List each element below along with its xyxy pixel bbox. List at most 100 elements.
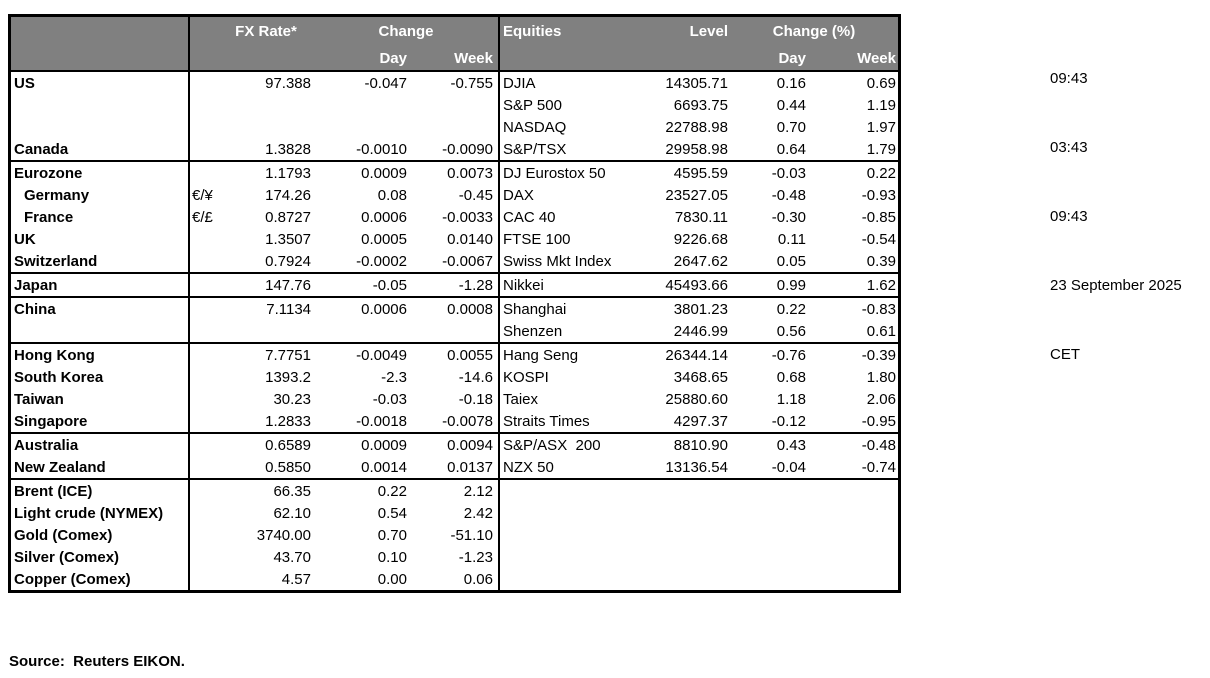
fx-rate-value: 66.35: [273, 482, 311, 500]
equity-change-week-value: 0.22: [866, 164, 896, 182]
header-spacer: [188, 17, 218, 46]
fx-rate-value: 30.23: [273, 390, 311, 408]
fx-change-week-value: -51.10: [450, 526, 493, 544]
fx-change-week-value: -1.28: [458, 276, 493, 294]
equity-change-week-value: -0.48: [861, 436, 896, 454]
fx-rate-value: 0.6589: [265, 436, 311, 454]
table-header-row-2: Day Week Day Week: [11, 46, 898, 70]
fx-change-day-value: -0.03: [372, 390, 407, 408]
equity-level-value: 25880.60: [665, 390, 728, 408]
equity-level-value: [648, 524, 730, 546]
currency-pair-label: [188, 410, 218, 432]
fx-change-week-value: 0.0140: [447, 230, 493, 248]
fx-change-day-value: [314, 320, 410, 342]
equity-change-day-value: 0.70: [776, 118, 806, 136]
fx-change-day-value: [314, 94, 410, 116]
timestamp-line: 09:43: [1050, 70, 1088, 87]
fx-change-day-value: -2.3: [381, 368, 407, 386]
currency-pair-label: [188, 274, 218, 296]
header-spacer: [498, 46, 648, 70]
fx-change-week-value: -1.23: [458, 548, 493, 566]
fx-rate-value: 62.10: [273, 504, 311, 522]
equity-level-value: 4297.37: [673, 412, 728, 430]
region-label: Taiwan: [14, 390, 64, 408]
fx-rate-value: 1.3828: [265, 140, 311, 158]
equity-name: NZX 50: [498, 456, 648, 478]
fx-change-day-value: 0.54: [377, 504, 407, 522]
equity-change-day-value: 0.05: [776, 252, 806, 270]
equity-change-day-value: 0.11: [777, 230, 806, 248]
fx-change-week-value: 0.0055: [447, 346, 493, 364]
equity-level-value: 9226.68: [673, 230, 728, 248]
timestamp-line: 09:43: [1050, 208, 1088, 225]
table-row: Canada 1.3828 -0.0010 -0.0090 S&P/TSX 29…: [11, 138, 898, 160]
fx-rate-value: [218, 94, 314, 116]
table-row: Taiwan 30.23 -0.03 -0.18 Taiex 25880.60 …: [11, 388, 898, 410]
region-label: Switzerland: [14, 252, 98, 270]
table-row: Hong Kong 7.7751 -0.0049 0.0055 Hang Sen…: [11, 342, 898, 366]
table-row: S&P 500 6693.75 0.44 1.19: [11, 94, 898, 116]
currency-pair-label: [188, 72, 218, 94]
equity-change-day-value: 0.22: [776, 300, 806, 318]
table-row: Shenzen 2446.99 0.56 0.61: [11, 320, 898, 342]
fx-rate-value: 0.7924: [265, 252, 311, 270]
header-equities: Equities: [498, 17, 648, 46]
region-label: Brent (ICE): [14, 482, 93, 500]
currency-pair-label: [188, 568, 218, 590]
fx-change-day-value: 0.0005: [361, 230, 407, 248]
fx-change-day-value: 0.0006: [361, 208, 407, 226]
currency-pair-label: [188, 162, 218, 184]
equity-change-day-value: -0.04: [771, 458, 806, 476]
equity-name: [498, 546, 648, 568]
fx-change-day-value: 0.22: [377, 482, 407, 500]
fx-change-week-value: 0.0073: [447, 164, 493, 182]
table-row: Light crude (NYMEX) 62.10 0.54 2.42: [11, 502, 898, 524]
fx-rate-value: 7.7751: [265, 346, 311, 364]
fx-change-day-value: -0.0049: [356, 346, 407, 364]
fx-change-week-value: 2.42: [463, 504, 493, 522]
equity-name: CAC 40: [498, 206, 648, 228]
fx-change-week-value: -0.0090: [442, 140, 493, 158]
currency-pair-label: [188, 116, 218, 138]
equity-change-day-value: -0.48: [771, 186, 806, 204]
equity-change-week-value: [808, 480, 898, 502]
equity-name: NASDAQ: [498, 116, 648, 138]
equity-level-value: 3801.23: [673, 300, 728, 318]
table-row: Brent (ICE) 66.35 0.22 2.12: [11, 478, 898, 502]
equity-level-value: [648, 546, 730, 568]
header-eq-day: Day: [778, 49, 806, 67]
region-label: Silver (Comex): [14, 548, 120, 566]
region-label: Canada: [14, 140, 69, 158]
region-label: Australia: [14, 436, 79, 454]
header-spacer: [11, 17, 188, 46]
equity-change-day-value: 0.99: [776, 276, 806, 294]
equity-change-week-value: 1.80: [866, 368, 896, 386]
equity-change-week-value: [808, 524, 898, 546]
currency-pair-label: [188, 366, 218, 388]
equity-change-day-value: 0.68: [776, 368, 806, 386]
table-body: US 97.388 -0.047 -0.755 DJIA 14305.71 0.…: [11, 72, 898, 590]
region-label: [11, 94, 188, 116]
currency-pair-label: [188, 138, 218, 160]
equity-level-value: 3468.65: [673, 368, 728, 386]
region-label: Light crude (NYMEX): [14, 504, 164, 522]
region-label: [11, 116, 188, 138]
equity-change-day-value: [730, 524, 808, 546]
currency-pair-label: [188, 546, 218, 568]
equity-name: S&P/ASX 200: [498, 434, 648, 456]
region-label: [11, 320, 188, 342]
region-label: Singapore: [14, 412, 88, 430]
table-row: Singapore 1.2833 -0.0018 -0.0078 Straits…: [11, 410, 898, 432]
fx-change-week-value: 0.0137: [447, 458, 493, 476]
fx-rate-value: 0.5850: [265, 458, 311, 476]
table-row: Silver (Comex) 43.70 0.10 -1.23: [11, 546, 898, 568]
equity-level-value: 7830.11: [674, 208, 728, 226]
header-spacer: [188, 46, 218, 70]
fx-change-day-value: 0.0009: [361, 164, 407, 182]
equity-name: KOSPI: [498, 366, 648, 388]
equity-level-value: [648, 568, 730, 590]
equity-change-week-value: -0.74: [861, 458, 896, 476]
fx-change-day-value: 0.08: [377, 186, 407, 204]
equity-change-day-value: 0.56: [776, 322, 806, 340]
currency-pair-label: [188, 250, 218, 272]
